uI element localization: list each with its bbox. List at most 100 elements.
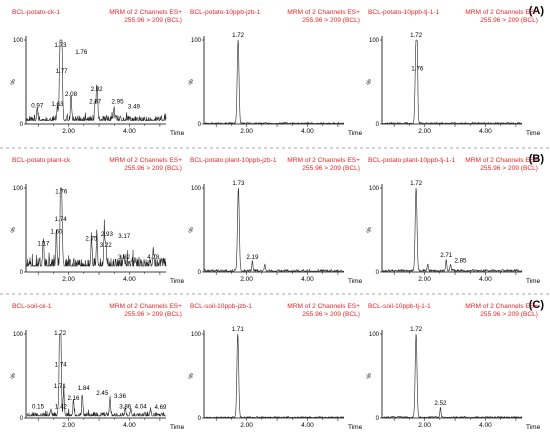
panel-title: BCL-potato plant-10ppb-jzb-1 <box>190 157 277 164</box>
y-axis-label: % <box>189 79 195 85</box>
panel-channel-info: MRM of 2 Channels ES+ <box>287 9 360 16</box>
x-tick-label: 2.00 <box>62 422 75 429</box>
chromatogram-trace <box>204 39 345 124</box>
peak-label: 2.52 <box>434 400 447 407</box>
x-tick-label: 2.00 <box>62 276 75 283</box>
panel-title: BCL-potato-10ppb-jzb-1 <box>190 9 261 16</box>
x-tick-label: 4.00 <box>479 128 492 135</box>
panel-title: BCL-potato plant-ck <box>12 157 71 164</box>
panel-transition-info: 255.96 > 209 (BCL) <box>480 311 538 318</box>
chromatogram-panels: BCL-potato-ck-1 MRM of 2 Channels ES+255.… <box>11 9 541 431</box>
peak-label: 1.72 <box>54 330 67 337</box>
y-tick-label: 100 <box>369 186 380 192</box>
peak-label: 4.78 <box>147 254 160 261</box>
panel-channel-info: MRM of 2 Channels ES+ <box>109 303 182 310</box>
y-tick-label: 100 <box>191 186 202 192</box>
chromatogram-trace <box>381 333 523 418</box>
peak-label: 1.42 <box>55 403 68 410</box>
peak-label: 1.63 <box>51 101 64 108</box>
x-tick-label: 4.00 <box>479 422 492 429</box>
peak-label: 1.71 <box>54 383 67 390</box>
y-tick-label: 0 <box>376 270 380 276</box>
peak-label: 1.72 <box>232 32 245 39</box>
chromatogram-trace <box>381 39 523 124</box>
peak-label: 2.85 <box>454 257 467 264</box>
chromatogram-panel: BCL-potato plant-10ppb-jzb-1 MRM of 2 Cha… <box>189 157 363 285</box>
x-axis-label: Time <box>526 278 541 285</box>
panel-transition-info: 255.96 > 209 (BCL) <box>302 165 360 172</box>
panel-title: BCL-potato-ck-1 <box>12 9 60 16</box>
peak-label: 0.15 <box>32 403 45 410</box>
x-tick-label: 4.00 <box>301 276 314 283</box>
x-tick-label: 4.00 <box>123 128 136 135</box>
chromatogram-trace <box>204 333 345 418</box>
row-labels: (A) (B) (C) <box>529 5 545 311</box>
x-tick-label: 2.00 <box>418 422 431 429</box>
panel-channel-info: MRM of 2 Channels ES+ <box>465 9 538 16</box>
y-axis-label: % <box>367 373 373 379</box>
chromatogram-trace <box>203 187 345 272</box>
peak-label: 3.49 <box>128 103 141 110</box>
peak-label: 1.72 <box>410 180 423 187</box>
panel-transition-info: 255.96 > 209 (BCL) <box>480 17 538 24</box>
y-tick-label: 100 <box>191 38 202 44</box>
panel-channel-info: MRM of 2 Channels ES+ <box>287 303 360 310</box>
y-axis-label: % <box>11 79 17 85</box>
peak-label: 1.60 <box>50 229 63 236</box>
chromatogram-trace <box>25 39 167 121</box>
y-tick-label: 100 <box>13 186 24 192</box>
panel-title: BCL-potato plant-10ppb-tj-1-1 <box>368 157 456 164</box>
peak-label: 1.73 <box>54 42 67 49</box>
x-axis-label: Time <box>526 424 541 431</box>
chromatogram-panel: BCL-soil-10ppb-tj-1-1 MRM of 2 Channels E… <box>367 303 541 431</box>
x-tick-label: 4.00 <box>479 276 492 283</box>
chromatogram-panel: BCL-potato-ck-1 MRM of 2 Channels ES+255.… <box>11 9 185 137</box>
peak-label: 1.74 <box>55 361 68 368</box>
peak-label: 3.17 <box>118 233 131 240</box>
peak-label: 3.22 <box>100 242 113 249</box>
chromatogram-panel: BCL-soil-10ppb-jzb-1 MRM of 2 Channels ES… <box>189 303 363 431</box>
row-label: (B) <box>529 153 545 165</box>
panel-channel-info: MRM of 2 Channels ES+ <box>465 303 538 310</box>
peak-label: 3.86 <box>119 403 132 410</box>
y-tick-label: 100 <box>191 332 202 338</box>
panel-transition-info: 255.96 > 209 (BCL) <box>480 165 538 172</box>
peak-label: 0.97 <box>31 103 44 110</box>
peak-label: 4.04 <box>135 403 148 410</box>
x-tick-label: 4.00 <box>301 128 314 135</box>
x-axis-label: Time <box>170 424 185 431</box>
x-tick-label: 2.00 <box>240 128 253 135</box>
panel-transition-info: 255.96 > 209 (BCL) <box>124 17 182 24</box>
x-tick-label: 2.00 <box>240 422 253 429</box>
panel-title: BCL-soil-ck-1 <box>12 303 52 310</box>
panel-title: BCL-soil-10ppb-tj-1-1 <box>368 303 431 310</box>
peak-label: 1.84 <box>78 385 91 392</box>
x-tick-label: 2.00 <box>418 276 431 283</box>
peak-label: 2.75 <box>85 235 98 242</box>
peak-label: 3.82 <box>118 254 131 261</box>
peak-label: 1.73 <box>232 180 245 187</box>
x-axis-label: Time <box>348 424 363 431</box>
y-tick-label: 100 <box>13 38 24 44</box>
y-tick-label: 0 <box>20 270 24 276</box>
peak-label: 3.36 <box>114 393 127 400</box>
chromatogram-panel: BCL-soil-ck-1 MRM of 2 Channels ES+255.96… <box>11 303 185 431</box>
panel-channel-info: MRM of 2 Channels ES+ <box>109 157 182 164</box>
x-tick-label: 4.00 <box>301 422 314 429</box>
panel-channel-info: MRM of 2 Channels ES+ <box>465 157 538 164</box>
y-tick-label: 0 <box>376 416 380 422</box>
y-axis-label: % <box>367 79 373 85</box>
y-tick-label: 0 <box>376 122 380 128</box>
y-tick-label: 100 <box>369 38 380 44</box>
y-tick-label: 0 <box>20 416 24 422</box>
x-tick-label: 2.00 <box>418 128 431 135</box>
chromatogram-trace <box>381 187 523 272</box>
panel-title: BCL-potato-10ppb-tj-1-1 <box>368 9 439 16</box>
chromatogram-panel: BCL-potato plant-10ppb-tj-1-1 MRM of 2 Ch… <box>367 157 541 285</box>
chromatogram-panel: BCL-potato plant-ck MRM of 2 Channels ES+… <box>11 157 185 285</box>
row-label: (A) <box>529 5 545 17</box>
peak-label: 1.72 <box>410 326 423 333</box>
panel-channel-info: MRM of 2 Channels ES+ <box>287 157 360 164</box>
panel-transition-info: 255.96 > 209 (BCL) <box>302 311 360 318</box>
y-tick-label: 100 <box>13 332 24 338</box>
